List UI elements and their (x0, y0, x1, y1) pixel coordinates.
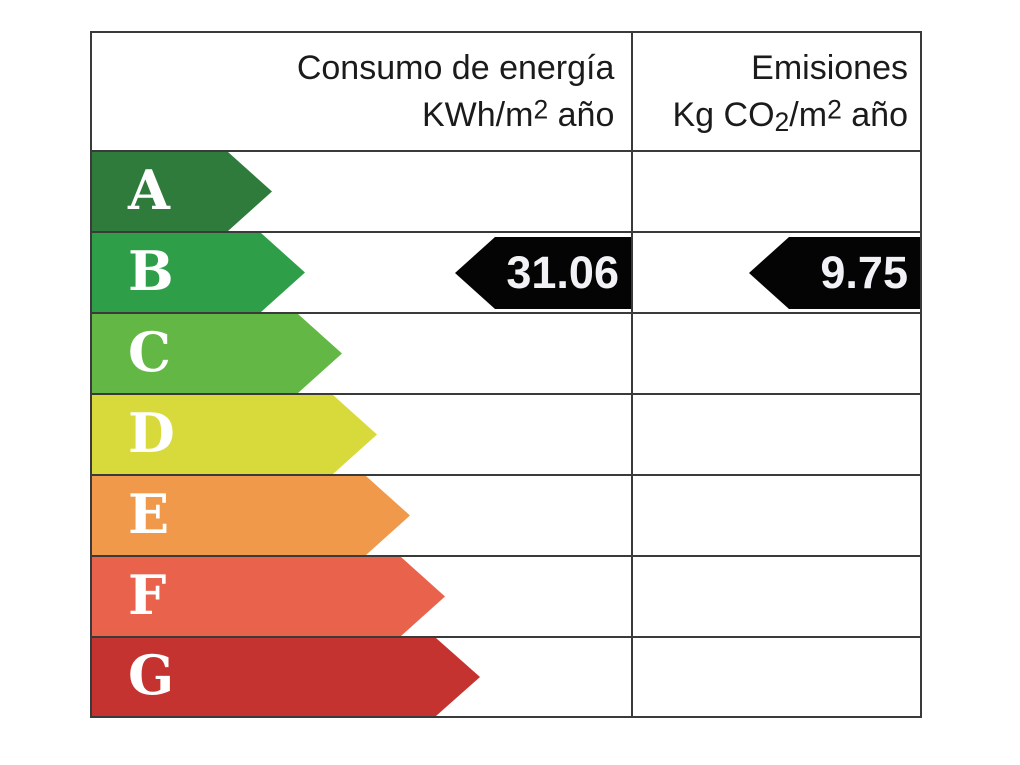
superscript-2: 2 (827, 95, 842, 125)
rating-row-g: G (92, 636, 920, 716)
table-header-row: Consumo de energía KWh/m2 año Emisiones … (92, 33, 920, 150)
rating-letter-b: B (128, 238, 174, 303)
rating-row-e: E (92, 474, 920, 555)
emissions-value-pointer-icon: 9.75 (749, 237, 920, 309)
superscript-2: 2 (533, 95, 549, 125)
rating-letter-e: E (128, 481, 170, 546)
column-divider (631, 33, 633, 716)
consumption-header-line2: KWh/m2 año (422, 95, 615, 135)
subscript-2: 2 (774, 107, 790, 138)
rating-letter-g: G (128, 643, 175, 707)
rating-row-f: F (92, 555, 920, 636)
rating-letter-a: A (128, 157, 170, 222)
emissions-column-header: Emisiones Kg CO2/m2 año (630, 33, 920, 150)
rating-letter-c: C (128, 319, 171, 384)
emissions-header-line2: Kg CO2/m2 año (672, 95, 908, 138)
rating-arrow-g-icon: G (92, 638, 480, 716)
rating-arrow-e-icon: E (92, 476, 410, 555)
rating-row-c: C (92, 312, 920, 393)
emissions-header-line1: Emisiones (751, 49, 908, 87)
rating-arrow-f-icon: F (92, 557, 445, 636)
consumption-value: 31.06 (506, 247, 619, 298)
rating-arrow-a-icon: A (92, 152, 272, 231)
consumption-value-pointer-icon: 31.06 (455, 237, 631, 309)
rating-letter-d: D (128, 400, 175, 465)
rating-letter-f: F (128, 562, 167, 627)
rating-arrow-c-icon: C (92, 314, 342, 393)
rating-arrow-b-icon: B (92, 233, 305, 312)
emissions-value: 9.75 (820, 247, 908, 298)
energy-rating-table: Consumo de energía KWh/m2 año Emisiones … (90, 31, 922, 718)
consumption-column-header: Consumo de energía KWh/m2 año (92, 33, 630, 150)
rating-row-a: A (92, 150, 920, 231)
consumption-header-line1: Consumo de energía (296, 49, 615, 87)
rating-row-d: D (92, 393, 920, 474)
rating-arrow-d-icon: D (92, 395, 377, 474)
rating-row-b: B 31.06 9.75 (92, 231, 920, 312)
